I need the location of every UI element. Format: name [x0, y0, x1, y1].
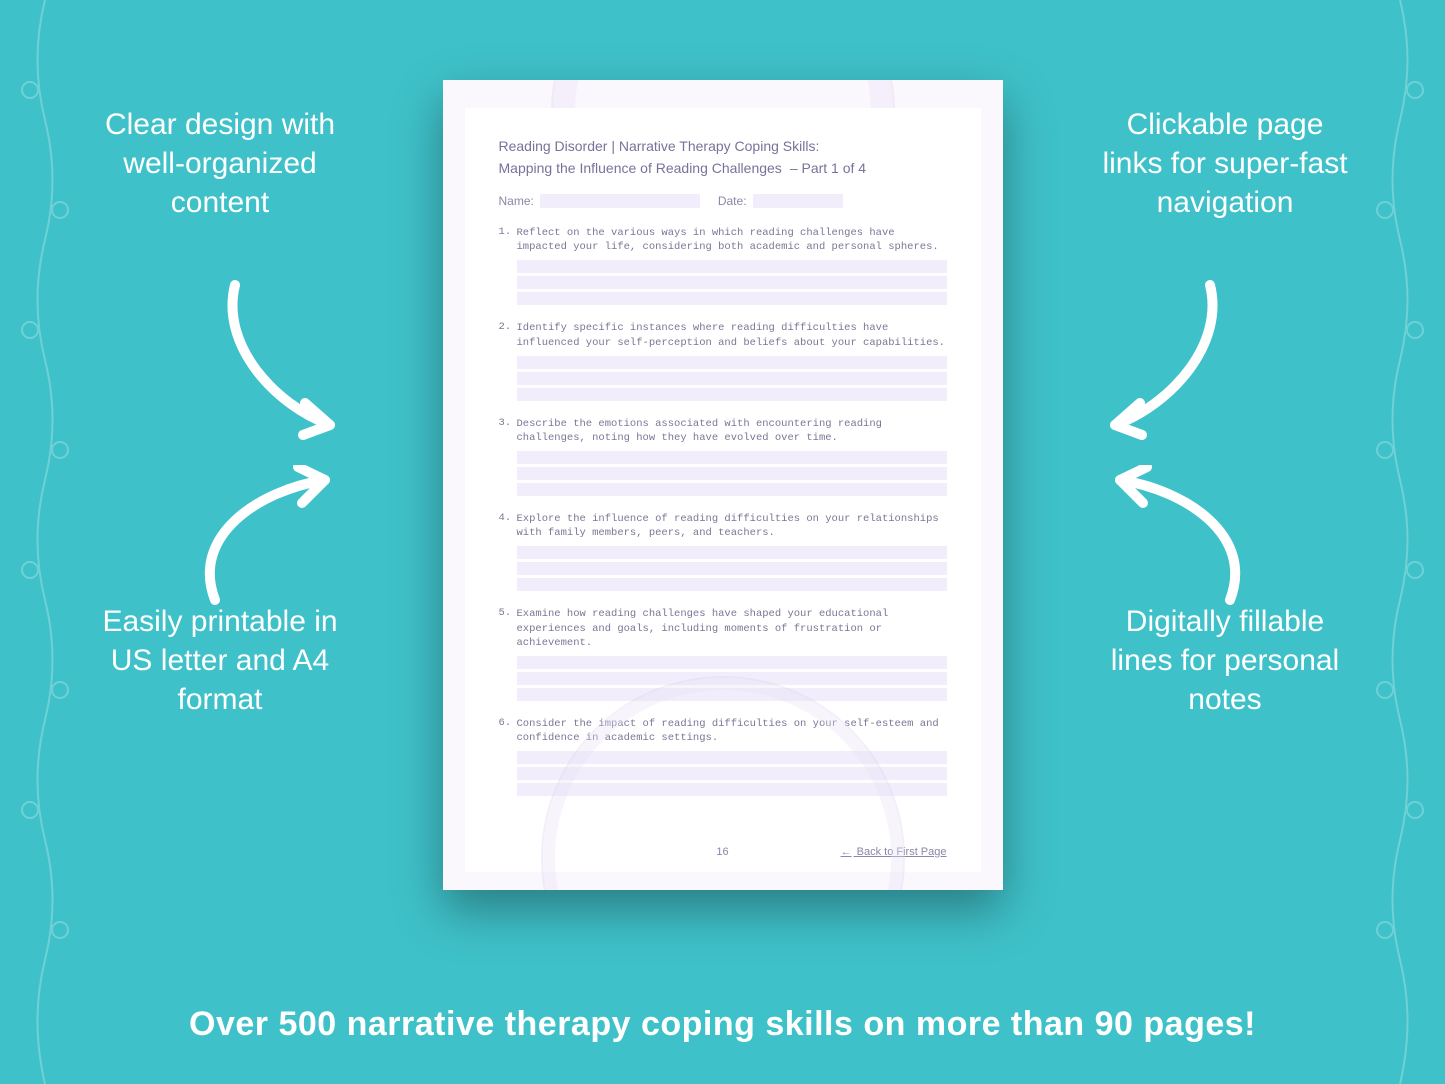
question-item: Identify specific instances where readin…: [499, 321, 947, 400]
worksheet-page: Reading Disorder | Narrative Therapy Cop…: [443, 80, 1003, 890]
feature-callout-printable: Easily printable in US letter and A4 for…: [95, 602, 345, 719]
answer-line[interactable]: [517, 672, 947, 685]
answer-lines: [517, 356, 947, 401]
name-field[interactable]: [540, 194, 700, 208]
question-text: Reflect on the various ways in which rea…: [517, 226, 947, 254]
date-field[interactable]: [753, 194, 843, 208]
answer-lines: [517, 260, 947, 305]
feature-callout-fillable: Digitally fillable lines for personal no…: [1100, 602, 1350, 719]
question-text: Identify specific instances where readin…: [517, 321, 947, 349]
question-item: Reflect on the various ways in which rea…: [499, 226, 947, 305]
answer-line[interactable]: [517, 483, 947, 496]
answer-line[interactable]: [517, 276, 947, 289]
question-text: Describe the emotions associated with en…: [517, 417, 947, 445]
page-part-label: – Part 1 of 4: [790, 160, 866, 176]
name-label: Name:: [499, 194, 534, 208]
arrow-icon: [190, 465, 350, 610]
page-subtitle: Mapping the Influence of Reading Challen…: [499, 160, 782, 176]
question-text: Consider the impact of reading difficult…: [517, 717, 947, 745]
question-item: Explore the influence of reading difficu…: [499, 512, 947, 591]
worksheet-page-inner: Reading Disorder | Narrative Therapy Cop…: [465, 108, 981, 872]
question-text: Examine how reading challenges have shap…: [517, 607, 947, 650]
answer-line[interactable]: [517, 292, 947, 305]
arrow-icon: [1095, 465, 1255, 610]
bottom-tagline: Over 500 narrative therapy coping skills…: [0, 1005, 1445, 1044]
answer-line[interactable]: [517, 467, 947, 480]
answer-line[interactable]: [517, 562, 947, 575]
answer-line[interactable]: [517, 372, 947, 385]
answer-lines: [517, 546, 947, 591]
answer-line[interactable]: [517, 260, 947, 273]
answer-line[interactable]: [517, 751, 947, 764]
feature-callout-links: Clickable page links for super-fast navi…: [1100, 105, 1350, 222]
decorative-floral-left: [0, 0, 90, 1084]
feature-callout-design: Clear design with well-organized content: [95, 105, 345, 222]
answer-line[interactable]: [517, 451, 947, 464]
page-title: Reading Disorder | Narrative Therapy Cop…: [499, 138, 947, 154]
answer-line[interactable]: [517, 578, 947, 591]
answer-line[interactable]: [517, 356, 947, 369]
question-item: Describe the emotions associated with en…: [499, 417, 947, 496]
answer-line[interactable]: [517, 656, 947, 669]
answer-line[interactable]: [517, 546, 947, 559]
answer-line[interactable]: [517, 388, 947, 401]
answer-lines: [517, 451, 947, 496]
question-item: Consider the impact of reading difficult…: [499, 717, 947, 796]
back-arrow-icon: ←: [841, 846, 852, 858]
arrow-icon: [1090, 275, 1230, 445]
answer-line[interactable]: [517, 767, 947, 780]
answer-lines: [517, 656, 947, 701]
back-to-first-page-link[interactable]: ← Back to First Page: [841, 846, 947, 858]
answer-line[interactable]: [517, 783, 947, 796]
back-link-label: Back to First Page: [857, 846, 947, 858]
answer-line[interactable]: [517, 688, 947, 701]
question-list: Reflect on the various ways in which rea…: [499, 226, 947, 796]
page-number: 16: [716, 846, 728, 858]
date-label: Date:: [718, 194, 747, 208]
question-item: Examine how reading challenges have shap…: [499, 607, 947, 701]
answer-lines: [517, 751, 947, 796]
decorative-floral-right: [1355, 0, 1445, 1084]
arrow-icon: [215, 275, 355, 445]
question-text: Explore the influence of reading difficu…: [517, 512, 947, 540]
